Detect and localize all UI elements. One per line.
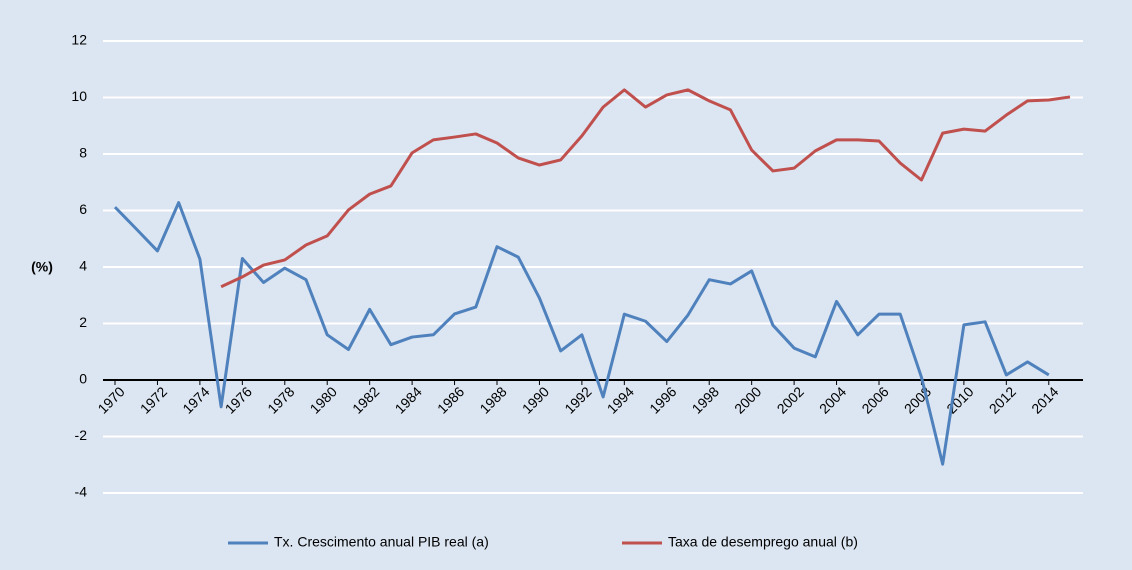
series-line: [220, 88, 1071, 289]
y-tick-label: -2: [75, 427, 88, 443]
y-tick-label: 2: [79, 314, 87, 330]
y-tick-label: 12: [71, 32, 87, 48]
y-tick-label: 4: [79, 258, 87, 274]
y-axis-label: (%): [31, 259, 53, 275]
y-tick-label: 8: [79, 145, 87, 161]
y-tick-label: 10: [71, 88, 87, 104]
y-tick-label: -4: [75, 484, 88, 500]
series-line: [113, 201, 1050, 466]
legend-label: Tx. Crescimento anual PIB real (a): [274, 534, 489, 550]
y-tick-label: 6: [79, 201, 87, 217]
legend-label: Taxa de desemprego anual (b): [668, 534, 858, 550]
y-tick-label: 0: [79, 371, 87, 387]
